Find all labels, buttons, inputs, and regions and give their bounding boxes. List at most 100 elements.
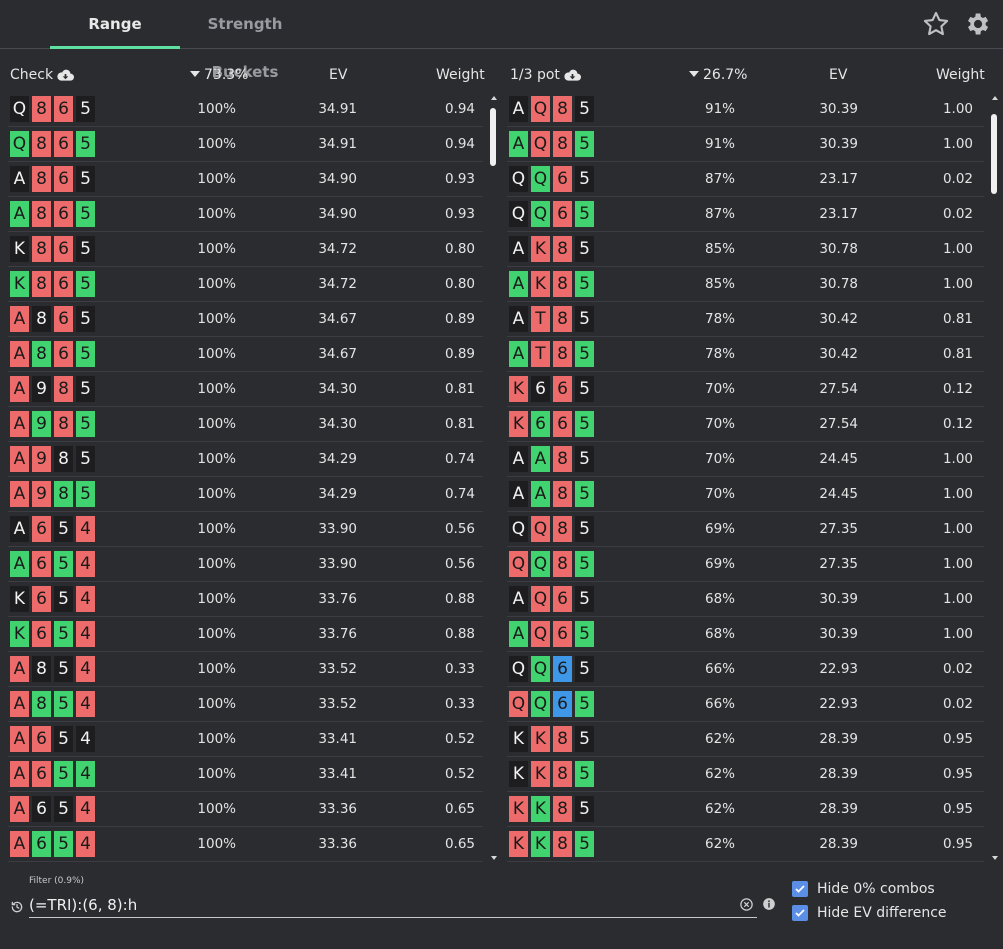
info-icon[interactable] — [762, 897, 776, 911]
table-row[interactable]: A 6 5 4 100% 33.90 0.56 — [8, 547, 483, 582]
table-row[interactable]: A 9 8 5 100% 34.30 0.81 — [8, 372, 483, 407]
table-row[interactable]: A T 8 5 78% 30.42 0.81 — [507, 302, 984, 337]
freq-header[interactable]: 26.7% — [689, 58, 747, 92]
table-row[interactable]: K 8 6 5 100% 34.72 0.80 — [8, 267, 483, 302]
table-row[interactable]: A Q 6 5 68% 30.39 1.00 — [507, 582, 984, 617]
cloud-download-icon[interactable] — [57, 68, 75, 82]
ev-header[interactable]: EV — [829, 67, 848, 83]
table-row[interactable]: A 6 5 4 100% 33.36 0.65 — [8, 827, 483, 862]
card: A — [509, 481, 528, 507]
scroll-down-icon[interactable] — [992, 856, 998, 860]
table-row[interactable]: Q 8 6 5 100% 34.91 0.94 — [8, 127, 483, 162]
table-row[interactable]: A Q 8 5 91% 30.39 1.00 — [507, 92, 984, 127]
scroll-thumb[interactable] — [490, 108, 496, 166]
history-icon[interactable] — [10, 900, 24, 914]
cloud-download-icon[interactable] — [564, 68, 581, 82]
card: 5 — [575, 446, 594, 472]
card: 8 — [32, 341, 51, 367]
table-row[interactable]: K K 8 5 62% 28.39 0.95 — [507, 827, 984, 862]
ev-header[interactable]: EV — [329, 67, 348, 83]
tab-strength-buckets[interactable]: Strength Buckets — [207, 15, 283, 81]
freq-cell: 100% — [197, 766, 236, 782]
hide-ev-difference-checkbox[interactable]: Hide EV difference — [792, 905, 947, 921]
freq-cell: 68% — [704, 591, 735, 607]
table-row[interactable]: K 6 5 4 100% 33.76 0.88 — [8, 582, 483, 617]
table-row[interactable]: K K 8 5 62% 28.39 0.95 — [507, 722, 984, 757]
scrollbar[interactable] — [490, 96, 500, 860]
card: 6 — [553, 621, 572, 647]
table-row[interactable]: A 6 5 4 100% 33.41 0.52 — [8, 722, 483, 757]
table-row[interactable]: Q Q 6 5 87% 23.17 0.02 — [507, 197, 984, 232]
checkbox-checked-icon[interactable] — [792, 881, 808, 897]
card: 5 — [575, 201, 594, 227]
table-row[interactable]: K 6 6 5 70% 27.54 0.12 — [507, 407, 984, 442]
ev-cell: 30.78 — [819, 276, 858, 292]
ev-cell: 30.42 — [819, 311, 858, 327]
table-row[interactable]: K 6 5 4 100% 33.76 0.88 — [8, 617, 483, 652]
table-row[interactable]: A A 8 5 70% 24.45 1.00 — [507, 442, 984, 477]
table-row[interactable]: A 8 6 5 100% 34.90 0.93 — [8, 197, 483, 232]
tab-range[interactable]: Range — [50, 0, 180, 49]
freq-cell: 100% — [197, 556, 236, 572]
scroll-down-icon[interactable] — [491, 856, 497, 860]
scroll-thumb[interactable] — [991, 114, 997, 194]
table-row[interactable]: A 8 5 4 100% 33.52 0.33 — [8, 687, 483, 722]
gear-icon[interactable] — [963, 10, 991, 38]
table-row[interactable]: A A 8 5 70% 24.45 1.00 — [507, 477, 984, 512]
table-row[interactable]: K K 8 5 62% 28.39 0.95 — [507, 792, 984, 827]
table-row[interactable]: Q 8 6 5 100% 34.91 0.94 — [8, 92, 483, 127]
table-row[interactable]: A 9 8 5 100% 34.30 0.81 — [8, 407, 483, 442]
card: 5 — [575, 481, 594, 507]
card: 8 — [553, 236, 572, 262]
table-row[interactable]: A 8 6 5 100% 34.67 0.89 — [8, 337, 483, 372]
table-row[interactable]: A 6 5 4 100% 33.36 0.65 — [8, 792, 483, 827]
card: A — [10, 796, 29, 822]
ev-cell: 28.39 — [819, 801, 858, 817]
table-row[interactable]: Q Q 8 5 69% 27.35 1.00 — [507, 547, 984, 582]
clear-icon[interactable] — [739, 897, 754, 912]
scrollbar[interactable] — [991, 96, 1001, 860]
table-row[interactable]: K 8 6 5 100% 34.72 0.80 — [8, 232, 483, 267]
table-row[interactable]: A Q 8 5 91% 30.39 1.00 — [507, 127, 984, 162]
weight-cell: 1.00 — [942, 591, 973, 607]
ev-cell: 33.41 — [318, 766, 357, 782]
table-row[interactable]: Q Q 6 5 66% 22.93 0.02 — [507, 652, 984, 687]
table-row[interactable]: Q Q 6 5 87% 23.17 0.02 — [507, 162, 984, 197]
card: K — [10, 271, 29, 297]
table-row[interactable]: A 6 5 4 100% 33.41 0.52 — [8, 757, 483, 792]
scroll-up-icon[interactable] — [992, 96, 998, 100]
freq-cell: 100% — [197, 241, 236, 257]
table-row[interactable]: A K 8 5 85% 30.78 1.00 — [507, 232, 984, 267]
checkbox-checked-icon[interactable] — [792, 905, 808, 921]
freq-cell: 66% — [704, 661, 735, 677]
table-row[interactable]: A 9 8 5 100% 34.29 0.74 — [8, 477, 483, 512]
table-row[interactable]: A K 8 5 85% 30.78 1.00 — [507, 267, 984, 302]
table-row[interactable]: A 9 8 5 100% 34.29 0.74 — [8, 442, 483, 477]
freq-header[interactable]: 73.3% — [190, 58, 248, 92]
table-row[interactable]: A Q 6 5 68% 30.39 1.00 — [507, 617, 984, 652]
scroll-up-icon[interactable] — [491, 96, 497, 100]
card: 9 — [32, 411, 51, 437]
card: 8 — [32, 96, 51, 122]
card: 5 — [76, 201, 95, 227]
card: 9 — [32, 446, 51, 472]
table-row[interactable]: Q Q 8 5 69% 27.35 1.00 — [507, 512, 984, 547]
weight-header[interactable]: Weight — [436, 67, 485, 83]
table-row[interactable]: Q Q 6 5 66% 22.93 0.02 — [507, 687, 984, 722]
table-row[interactable]: A 8 5 4 100% 33.52 0.33 — [8, 652, 483, 687]
card: 8 — [553, 446, 572, 472]
table-row[interactable]: K 6 6 5 70% 27.54 0.12 — [507, 372, 984, 407]
filter-input[interactable] — [29, 892, 757, 918]
weight-cell: 1.00 — [942, 626, 973, 642]
table-row[interactable]: A 8 6 5 100% 34.90 0.93 — [8, 162, 483, 197]
table-row[interactable]: K K 8 5 62% 28.39 0.95 — [507, 757, 984, 792]
star-icon[interactable] — [922, 10, 950, 38]
weight-header[interactable]: Weight — [936, 67, 985, 83]
card: K — [531, 831, 550, 857]
table-row[interactable]: A 8 6 5 100% 34.67 0.89 — [8, 302, 483, 337]
card: 4 — [76, 796, 95, 822]
table-row[interactable]: A T 8 5 78% 30.42 0.81 — [507, 337, 984, 372]
table-row[interactable]: A 6 5 4 100% 33.90 0.56 — [8, 512, 483, 547]
hide-zero-combos-checkbox[interactable]: Hide 0% combos — [792, 881, 935, 897]
